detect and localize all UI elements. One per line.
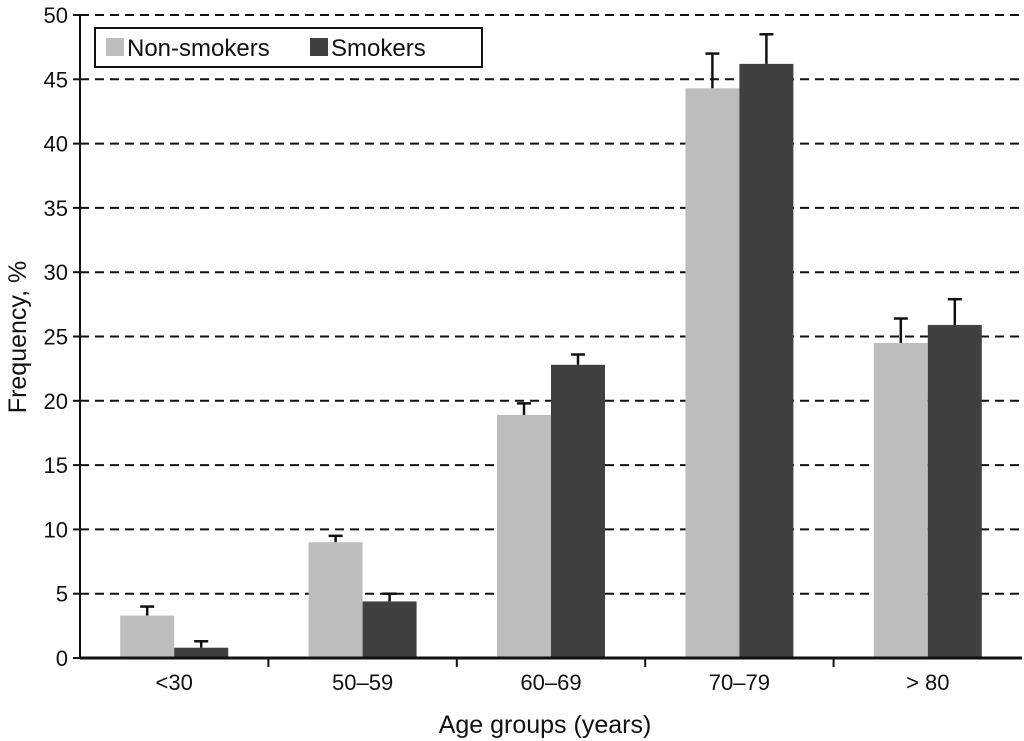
bar-smokers	[551, 364, 605, 658]
y-tick-label: 25	[44, 325, 68, 350]
y-tick-label: 15	[44, 453, 68, 478]
y-tick-label: 40	[44, 132, 68, 157]
x-tick-label: 50–59	[332, 670, 393, 695]
legend-label-smokers: Smokers	[331, 35, 426, 62]
x-tick-label: 60–69	[520, 670, 581, 695]
bars	[120, 33, 982, 659]
bar-non-smokers	[497, 414, 551, 658]
bar-smokers	[362, 601, 417, 658]
gridlines	[80, 14, 1022, 595]
bar-non-smokers	[120, 615, 175, 658]
axes: 0 5 10 15 20 25 30 35 40 45 50 <30 50–59 60–69 70–79 > …	[44, 3, 1022, 695]
bar-smokers	[174, 647, 229, 658]
bar-smokers	[927, 324, 982, 658]
bar-non-smokers	[308, 542, 363, 658]
x-tick-label: > 80	[906, 670, 949, 695]
y-tick-label: 5	[56, 582, 68, 607]
legend: Non-smokers Smokers	[94, 27, 483, 68]
bar-non-smokers	[685, 88, 740, 658]
bar-non-smokers	[873, 342, 928, 658]
y-tick-label: 10	[44, 517, 68, 542]
legend-swatch-non-smokers	[106, 38, 124, 56]
y-tick-label: 30	[44, 260, 68, 285]
legend-swatch-smokers	[310, 38, 328, 56]
y-tick-label: 45	[44, 67, 68, 92]
y-axis-label: Frequency, %	[4, 261, 32, 413]
y-tick-label: 20	[44, 389, 68, 414]
x-axis-label: Age groups (years)	[439, 711, 652, 739]
x-tick-label: 70–79	[709, 670, 770, 695]
legend-box	[94, 27, 483, 68]
y-tick-label: 0	[56, 646, 68, 671]
y-tick-label: 35	[44, 196, 68, 221]
y-tick-label: 50	[44, 3, 68, 28]
bar-smokers	[739, 63, 794, 659]
x-tick-label: <30	[156, 670, 193, 695]
legend-label-non-smokers: Non-smokers	[127, 35, 270, 62]
